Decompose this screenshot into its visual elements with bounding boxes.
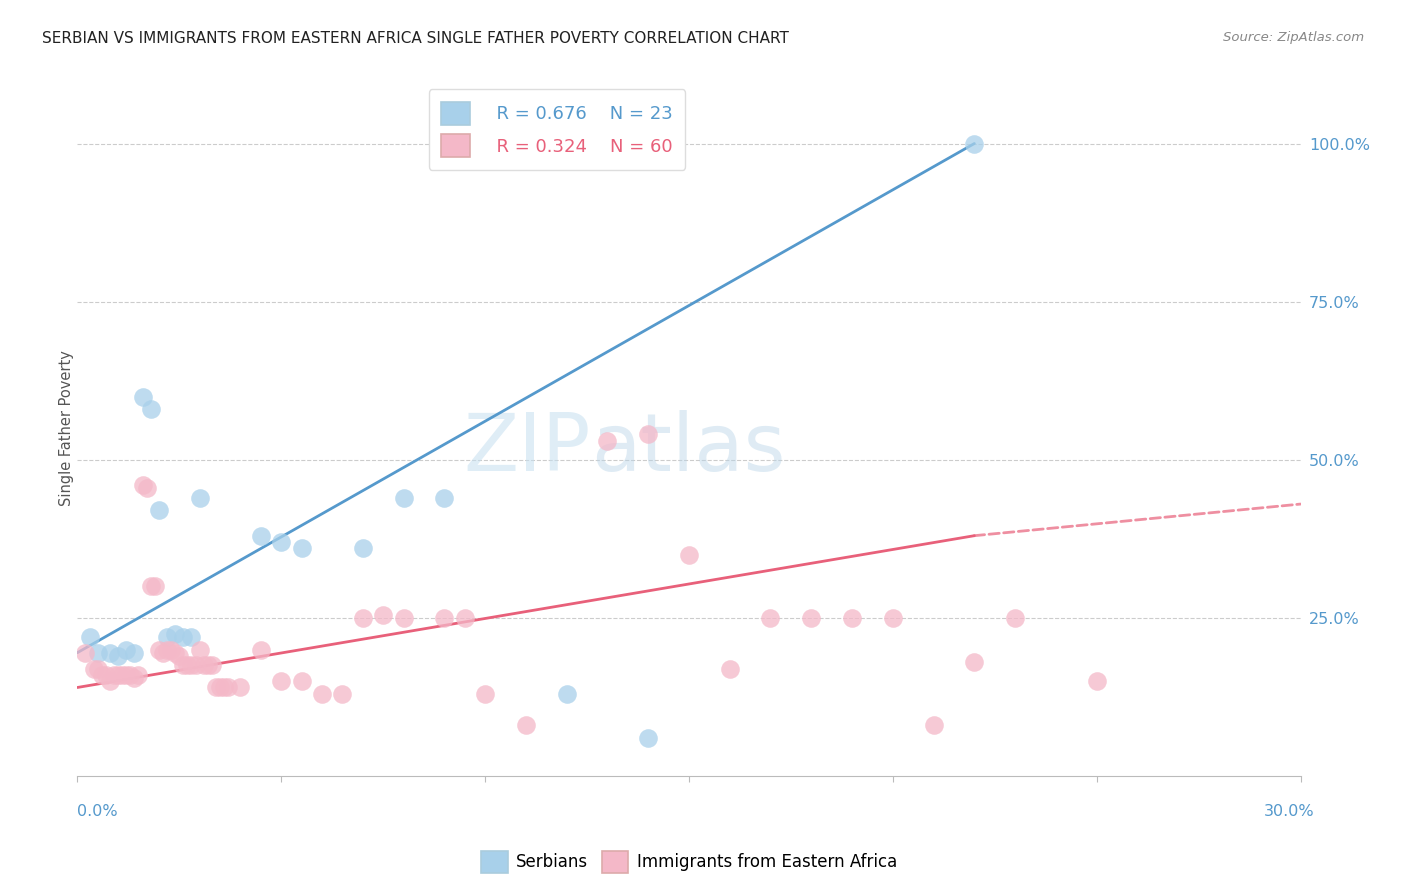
Point: [922, 718, 945, 732]
Point: [433, 611, 456, 625]
Point: [139, 579, 162, 593]
Point: [270, 674, 292, 689]
Point: [311, 687, 333, 701]
Point: [332, 687, 354, 701]
Point: [474, 687, 496, 701]
Point: [148, 642, 170, 657]
Point: [180, 658, 202, 673]
Point: [148, 503, 170, 517]
Y-axis label: Single Father Poverty: Single Father Poverty: [59, 351, 73, 506]
Point: [212, 681, 235, 695]
Point: [352, 611, 374, 625]
Point: [454, 611, 477, 625]
Point: [103, 668, 125, 682]
Point: [184, 658, 207, 673]
Point: [392, 491, 415, 505]
Point: [371, 607, 394, 622]
Point: [596, 434, 619, 448]
Point: [143, 579, 166, 593]
Point: [963, 655, 986, 669]
Point: [188, 642, 211, 657]
Text: ZIP: ZIP: [464, 410, 591, 488]
Point: [193, 658, 215, 673]
Point: [217, 681, 239, 695]
Text: Source: ZipAtlas.com: Source: ZipAtlas.com: [1223, 31, 1364, 45]
Point: [718, 661, 741, 675]
Point: [352, 541, 374, 556]
Point: [291, 541, 314, 556]
Point: [165, 646, 187, 660]
Point: [637, 731, 659, 745]
Text: SERBIAN VS IMMIGRANTS FROM EASTERN AFRICA SINGLE FATHER POVERTY CORRELATION CHAR: SERBIAN VS IMMIGRANTS FROM EASTERN AFRIC…: [42, 31, 789, 46]
Point: [131, 478, 153, 492]
Point: [75, 646, 97, 660]
Point: [79, 630, 101, 644]
Legend:   R = 0.676    N = 23,   R = 0.324    N = 60: R = 0.676 N = 23, R = 0.324 N = 60: [429, 89, 685, 170]
Point: [128, 668, 150, 682]
Point: [270, 535, 292, 549]
Point: [156, 642, 179, 657]
Point: [197, 658, 219, 673]
Point: [115, 668, 138, 682]
Point: [98, 674, 121, 689]
Point: [107, 648, 129, 663]
Point: [98, 646, 121, 660]
Point: [115, 642, 138, 657]
Point: [229, 681, 252, 695]
Point: [124, 671, 146, 685]
Point: [637, 427, 659, 442]
Point: [135, 481, 157, 495]
Text: 30.0%: 30.0%: [1264, 805, 1315, 819]
Point: [124, 646, 146, 660]
Point: [392, 611, 415, 625]
Point: [250, 642, 273, 657]
Point: [165, 626, 187, 640]
Point: [433, 491, 456, 505]
Point: [152, 646, 174, 660]
Legend: Serbians, Immigrants from Eastern Africa: Serbians, Immigrants from Eastern Africa: [474, 845, 904, 880]
Point: [172, 658, 194, 673]
Point: [678, 548, 700, 562]
Point: [156, 630, 179, 644]
Point: [841, 611, 863, 625]
Point: [83, 661, 105, 675]
Text: 0.0%: 0.0%: [77, 805, 118, 819]
Point: [759, 611, 782, 625]
Point: [882, 611, 904, 625]
Point: [1004, 611, 1026, 625]
Point: [131, 390, 153, 404]
Point: [250, 529, 273, 543]
Point: [172, 630, 194, 644]
Point: [555, 687, 578, 701]
Point: [94, 668, 117, 682]
Point: [1085, 674, 1108, 689]
Point: [800, 611, 823, 625]
Point: [107, 668, 129, 682]
Point: [963, 136, 986, 151]
Point: [201, 658, 224, 673]
Point: [515, 718, 537, 732]
Text: atlas: atlas: [591, 410, 786, 488]
Point: [139, 402, 162, 417]
Point: [291, 674, 314, 689]
Point: [205, 681, 228, 695]
Point: [169, 648, 191, 663]
Point: [111, 668, 134, 682]
Point: [188, 491, 211, 505]
Point: [87, 661, 110, 675]
Point: [209, 681, 232, 695]
Point: [87, 646, 110, 660]
Point: [180, 630, 202, 644]
Point: [176, 658, 198, 673]
Point: [160, 642, 183, 657]
Point: [120, 668, 142, 682]
Point: [90, 668, 112, 682]
